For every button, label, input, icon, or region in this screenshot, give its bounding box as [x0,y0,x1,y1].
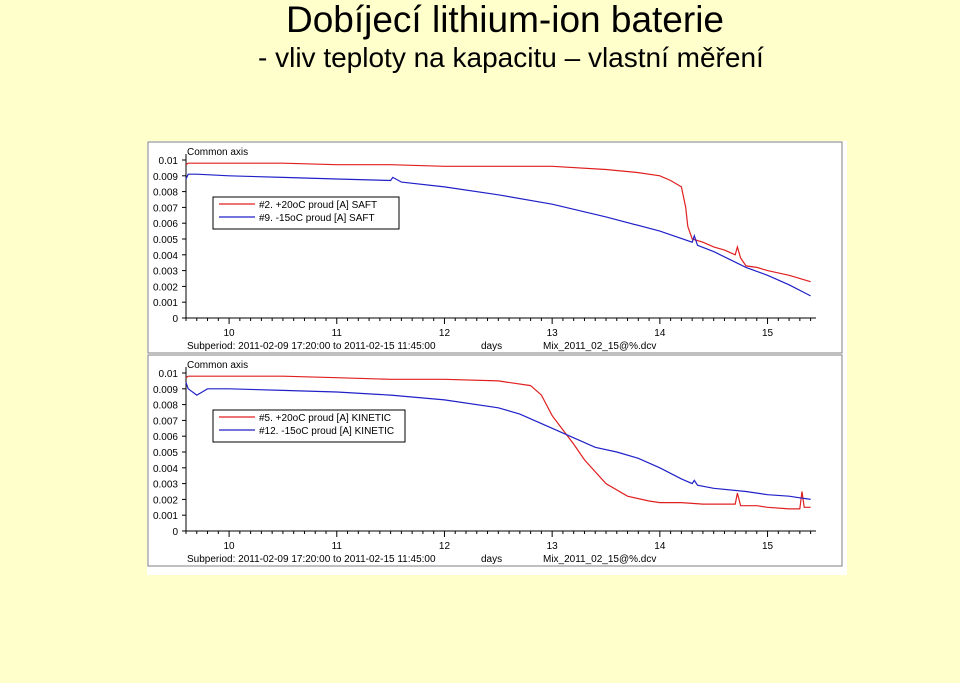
x-tick-label: 12 [439,541,451,552]
x-axis-label: days [481,341,502,352]
x-tick-label: 15 [762,328,774,339]
legend-box [212,409,406,443]
legend-entry: #9. -15oC proud [A] SAFT [259,213,375,224]
file-label: Mix_2011_02_15@%.dcv [543,341,656,352]
y-tick-label: 0.003 [153,267,178,278]
series-line-2 [185,382,811,500]
y-tick-label: 0.005 [153,235,178,246]
charts-svg: Common axis 0 0.001 0.002 0.003 0.004 0.005 0.0… [147,141,843,567]
y-tick-label: 0.01 [159,156,179,167]
file-label: Mix_2011_02_15@%.dcv [543,554,656,565]
page-title: Dobíjecí lithium-ion baterie [285,0,725,40]
x-tick-label: 13 [547,328,559,339]
y-tick-label: 0.008 [153,401,178,412]
series-line-1 [185,162,811,283]
series-line-1 [185,375,811,510]
subperiod-label: Subperiod: 2011-02-09 17:20:00 to 2011-0… [187,554,436,565]
x-tick-label: 11 [332,328,343,339]
y-tick-label: 0.003 [153,480,178,491]
y-tick-label: 0 [172,314,178,325]
y-tick-label: 0.006 [153,432,178,443]
y-tick-label: 0.007 [153,416,178,427]
x-tick-label: 11 [332,541,343,552]
y-tick-label: 0.01 [159,369,179,380]
x-tick-label: 15 [762,541,774,552]
x-tick-label: 13 [547,541,559,552]
y-tick-label: 0.009 [153,172,178,183]
y-tick-label: 0.002 [153,495,178,506]
y-tick-label: 0.007 [153,203,178,214]
y-tick-label: 0.008 [153,188,178,199]
y-tick-label: 0.002 [153,282,178,293]
y-tick-label: 0.009 [153,385,178,396]
x-tick-label: 10 [224,328,236,339]
chart-panel-2: Common axis 0 0.001 0.002 0.003 0.004 0.005 0.0… [147,354,843,567]
y-tick-label: 0.004 [153,464,178,475]
x-tick-label: 12 [439,328,451,339]
axis-title: Common axis [187,360,248,371]
panel-border [147,354,843,567]
page-subtitle: - vliv teploty na kapacitu – vlastní měř… [258,42,764,73]
y-tick-label: 0.001 [153,298,178,309]
subperiod-label: Subperiod: 2011-02-09 17:20:00 to 2011-0… [187,341,436,352]
y-tick-label: 0.005 [153,448,178,459]
legend-entry: #12. -15oC proud [A] KINETIC [259,426,394,437]
series-line-2 [185,173,811,297]
chart-panel-1: Common axis 0 0.001 0.002 0.003 0.004 0.005 0.0… [147,141,843,354]
legend-entry: #5. +20oC proud [A] KINETIC [259,413,391,424]
x-tick-label: 14 [654,541,666,552]
x-axis-label: days [481,554,502,565]
y-tick-label: 0.004 [153,251,178,262]
y-tick-label: 0.001 [153,511,178,522]
y-tick-label: 0.006 [153,219,178,230]
legend-entry: #2. +20oC proud [A] SAFT [259,200,377,211]
legend-box [212,196,400,230]
chart-frame: Common axis 0 0.001 0.002 0.003 0.004 0.005 0.0… [147,141,847,575]
x-tick-label: 14 [654,328,666,339]
y-tick-label: 0 [172,527,178,538]
x-tick-label: 10 [224,541,236,552]
axis-title: Common axis [187,147,248,158]
